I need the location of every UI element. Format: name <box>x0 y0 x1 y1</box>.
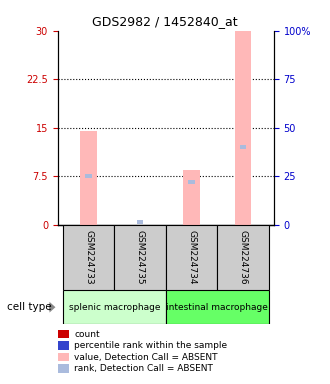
Bar <box>166 225 217 290</box>
Text: GSM224733: GSM224733 <box>84 230 93 285</box>
Bar <box>166 290 269 324</box>
Text: splenic macrophage: splenic macrophage <box>69 303 160 312</box>
Text: count: count <box>74 329 100 339</box>
Text: GSM224736: GSM224736 <box>239 230 248 285</box>
Bar <box>235 31 251 225</box>
Bar <box>115 225 166 290</box>
Bar <box>81 131 97 225</box>
Bar <box>58 353 69 361</box>
Bar <box>240 145 246 149</box>
Bar <box>58 364 69 373</box>
Bar <box>188 180 195 184</box>
Text: cell type: cell type <box>7 302 51 312</box>
Bar <box>63 290 166 324</box>
Text: percentile rank within the sample: percentile rank within the sample <box>74 341 227 350</box>
Bar <box>58 330 69 338</box>
Bar <box>137 220 144 224</box>
Bar <box>63 225 115 290</box>
Bar <box>217 225 269 290</box>
Text: rank, Detection Call = ABSENT: rank, Detection Call = ABSENT <box>74 364 213 373</box>
Text: intestinal macrophage: intestinal macrophage <box>166 303 268 312</box>
Text: GSM224734: GSM224734 <box>187 230 196 285</box>
Bar <box>85 174 92 179</box>
Text: value, Detection Call = ABSENT: value, Detection Call = ABSENT <box>74 353 218 362</box>
Bar <box>183 170 200 225</box>
FancyArrow shape <box>49 302 55 313</box>
Bar <box>58 341 69 350</box>
Text: GDS2982 / 1452840_at: GDS2982 / 1452840_at <box>92 15 238 28</box>
Text: GSM224735: GSM224735 <box>136 230 145 285</box>
